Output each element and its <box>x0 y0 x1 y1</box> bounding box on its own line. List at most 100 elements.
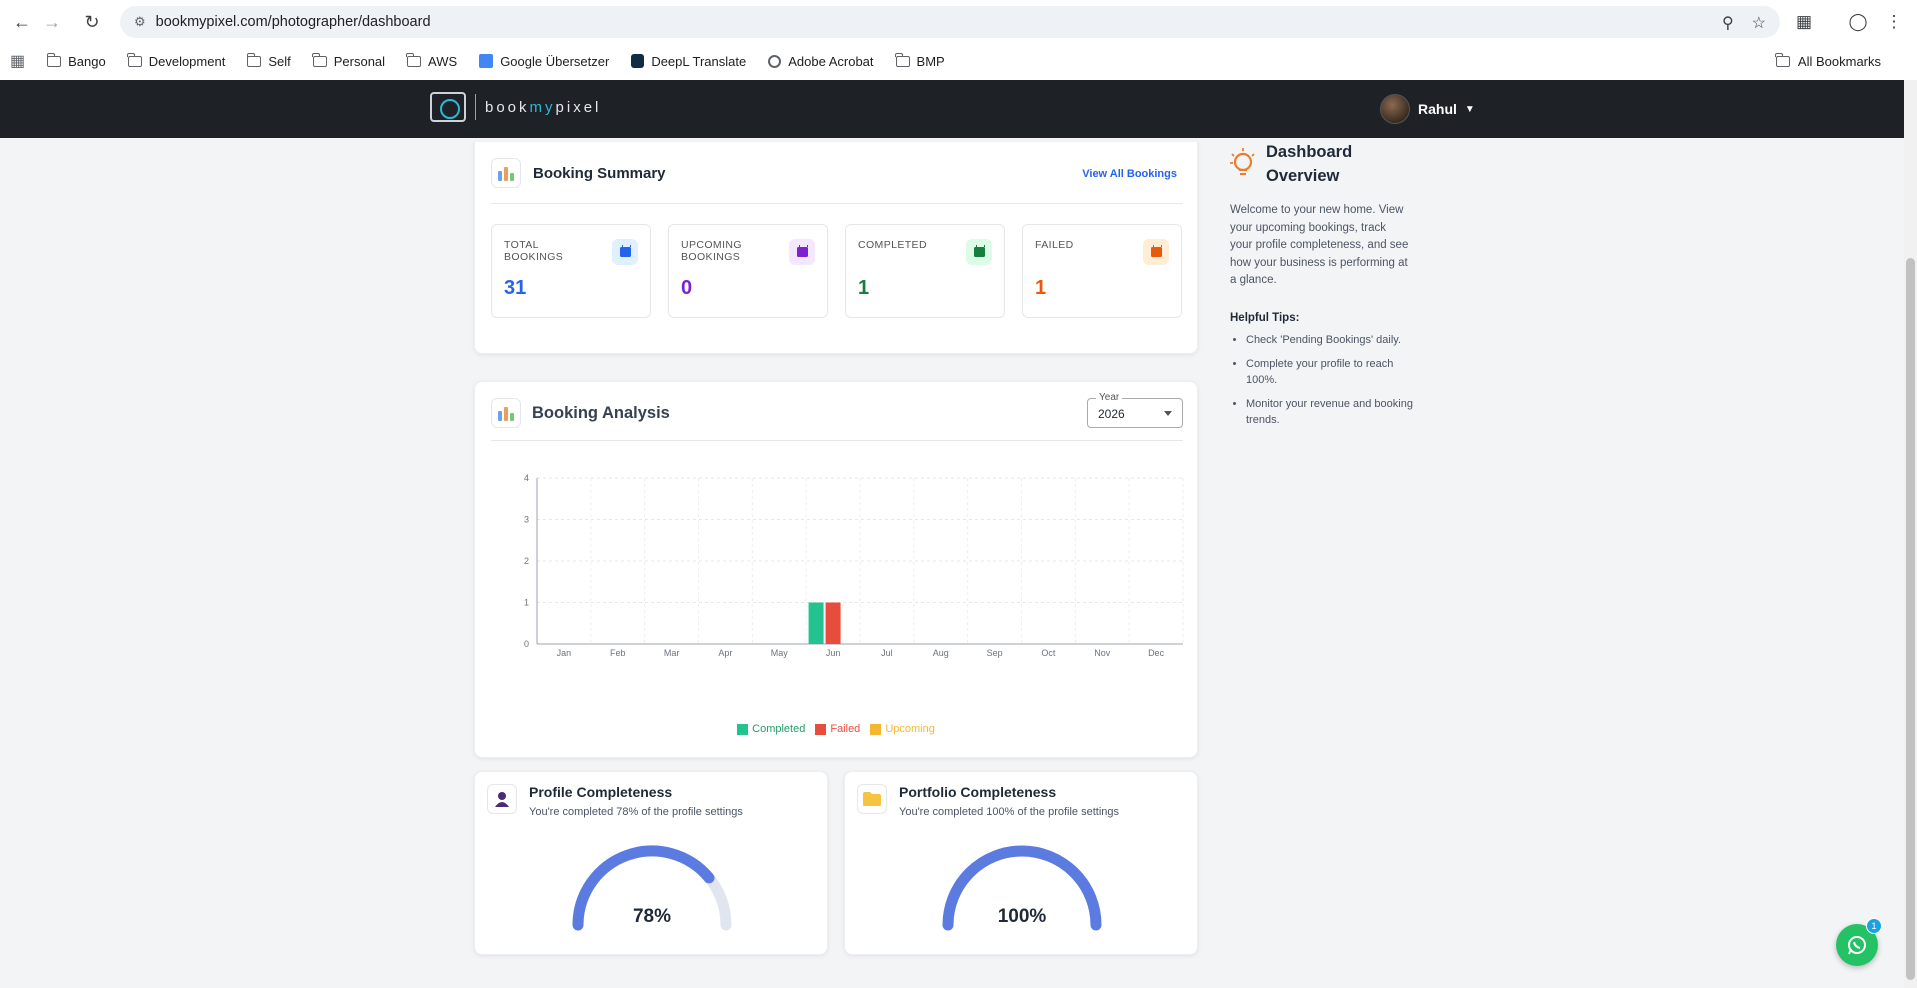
scrollbar-thumb[interactable] <box>1906 258 1915 980</box>
y-tick-label: 1 <box>524 598 529 608</box>
bar-completed-jun <box>808 602 824 644</box>
gauge-fill <box>572 845 715 931</box>
legend-label: Failed <box>830 723 861 735</box>
calendar-x-icon <box>1143 239 1169 265</box>
year-select-label: Year <box>1096 392 1123 403</box>
bookmark-deepl[interactable]: DeepL Translate <box>631 54 746 69</box>
stat-completed[interactable]: COMPLETED 1 <box>845 224 1005 318</box>
bookmark-star-icon[interactable]: ☆ <box>1751 15 1766 32</box>
bookmark-bmp[interactable]: BMP <box>894 52 945 69</box>
bookmark-self[interactable]: Self <box>246 52 291 69</box>
stat-label: UPCOMING BOOKINGS <box>681 239 742 263</box>
bookmark-personal[interactable]: Personal <box>312 52 385 69</box>
view-all-bookings-link[interactable]: View All Bookings <box>1082 168 1177 180</box>
stat-label: TOTAL BOOKINGS <box>504 239 564 263</box>
folder-icon <box>406 52 422 67</box>
site-info-icon[interactable]: ⚙ <box>134 14 146 29</box>
x-tick-label: Feb <box>610 648 626 658</box>
notification-badge: 1 <box>1866 918 1882 934</box>
logo[interactable]: bookmypixel <box>430 92 601 122</box>
reload-icon[interactable]: ↻ <box>84 11 100 32</box>
profile-completeness-card: Profile Completeness You're completed 78… <box>474 771 828 955</box>
folder-icon <box>894 52 910 67</box>
portfolio-completeness-title: Portfolio Completeness <box>899 784 1057 800</box>
bookmark-development[interactable]: Development <box>127 52 225 69</box>
user-name: Rahul <box>1418 101 1457 117</box>
x-tick-label: Aug <box>933 648 949 658</box>
profile-completeness-subtitle: You're completed 78% of the profile sett… <box>529 806 743 818</box>
portfolio-completeness-card: Portfolio Completeness You're completed … <box>844 771 1198 955</box>
stat-value: 31 <box>504 277 527 299</box>
stat-failed[interactable]: FAILED 1 <box>1022 224 1182 318</box>
year-select[interactable]: Year 2026 <box>1087 392 1183 428</box>
legend-completed[interactable]: Completed <box>737 723 805 735</box>
folder-icon <box>246 52 262 67</box>
bar-failed-jun <box>825 602 841 644</box>
legend-swatch <box>870 723 882 735</box>
dashboard-overview-title: Dashboard Overview <box>1266 143 1353 185</box>
deepl-icon <box>631 54 645 68</box>
bookmark-aws[interactable]: AWS <box>406 52 457 69</box>
divider <box>491 203 1183 204</box>
stat-total-bookings[interactable]: TOTAL BOOKINGS 31 <box>491 224 651 318</box>
x-tick-label: Jan <box>557 648 572 658</box>
legend-upcoming[interactable]: Upcoming <box>870 723 935 735</box>
legend-failed[interactable]: Failed <box>815 723 860 735</box>
back-icon[interactable]: ← <box>13 11 31 32</box>
legend-label: Upcoming <box>885 723 935 735</box>
profile-icon[interactable]: ◯ <box>1848 12 1868 31</box>
profile-percent: 78% <box>632 906 672 927</box>
booking-analysis-card: Booking Analysis Year 2026 0 1 2 3 4 Jan Feb Ma… <box>474 381 1198 758</box>
lightbulb-icon <box>1230 148 1255 175</box>
menu-icon[interactable]: ⋮ <box>1885 12 1903 31</box>
bookmarks-bar: ▦ Bango Development Self Personal AWS Go… <box>0 46 1917 76</box>
legend-swatch <box>815 723 827 735</box>
apps-icon[interactable]: ▦ <box>10 53 26 70</box>
app-header: bookmypixel Rahul ▼ <box>0 80 1904 138</box>
bookmark-google-translate[interactable]: Google Übersetzer <box>479 54 609 69</box>
x-tick-label: Oct <box>1041 648 1056 658</box>
tip-item: Monitor your revenue and booking trends. <box>1246 396 1416 429</box>
stat-upcoming-bookings[interactable]: UPCOMING BOOKINGS 0 <box>668 224 828 318</box>
portfolio-percent: 100% <box>997 906 1047 927</box>
stat-label: COMPLETED <box>858 239 927 251</box>
calendar-icon <box>789 239 815 265</box>
x-tick-label: Nov <box>1094 648 1111 658</box>
stat-value: 1 <box>1035 277 1047 299</box>
forward-icon[interactable]: → <box>43 11 61 32</box>
helpful-tips-list: Check 'Pending Bookings' daily. Complete… <box>1246 332 1416 436</box>
profile-completeness-title: Profile Completeness <box>529 784 673 800</box>
x-tick-label: Mar <box>664 648 680 658</box>
folder-icon <box>46 52 62 67</box>
y-tick-label: 2 <box>524 556 529 566</box>
whatsapp-icon <box>1848 936 1866 955</box>
folder-icon <box>857 784 887 814</box>
dashboard-overview-description: Welcome to your new home. View your upco… <box>1230 204 1409 286</box>
extensions-icon[interactable]: ▦ <box>1795 12 1813 31</box>
google-translate-icon <box>479 54 494 68</box>
address-bar[interactable]: ⚙ bookmypixel.com/photographer/dashboard… <box>120 6 1780 38</box>
browser-toolbar: ← → ↻ ⚙ bookmypixel.com/photographer/das… <box>0 0 1917 44</box>
y-tick-label: 0 <box>524 639 529 649</box>
x-tick-label: Jun <box>826 648 841 658</box>
globe-icon <box>768 54 782 68</box>
bookmark-bango[interactable]: Bango <box>46 52 106 69</box>
stat-value: 0 <box>681 277 693 299</box>
x-tick-label: Sep <box>987 648 1003 658</box>
whatsapp-chat-button[interactable]: 1 <box>1836 918 1882 966</box>
logo-text: bookmypixel <box>485 98 602 116</box>
url-text[interactable]: bookmypixel.com/photographer/dashboard <box>155 14 431 30</box>
y-tick-label: 3 <box>524 515 529 525</box>
chevron-down-icon: ▼ <box>1464 103 1475 115</box>
folder-icon <box>1775 52 1790 67</box>
bookmark-adobe-acrobat[interactable]: Adobe Acrobat <box>768 54 874 69</box>
y-tick-label: 4 <box>524 473 529 483</box>
x-tick-label: Jul <box>881 648 893 658</box>
bar-chart-icon <box>491 158 521 188</box>
x-tick-label: May <box>771 648 789 658</box>
all-bookmarks[interactable]: All Bookmarks <box>1775 52 1881 69</box>
zoom-icon[interactable]: ⚲ <box>1721 15 1734 32</box>
booking-summary-card: Booking Summary View All Bookings TOTAL … <box>474 142 1198 354</box>
user-menu[interactable]: Rahul ▼ <box>1380 94 1475 124</box>
booking-bar-chart: 0 1 2 3 4 Jan Feb Mar Apr May Jun Jul Aug Sep Oct Nov De… <box>524 473 1184 658</box>
